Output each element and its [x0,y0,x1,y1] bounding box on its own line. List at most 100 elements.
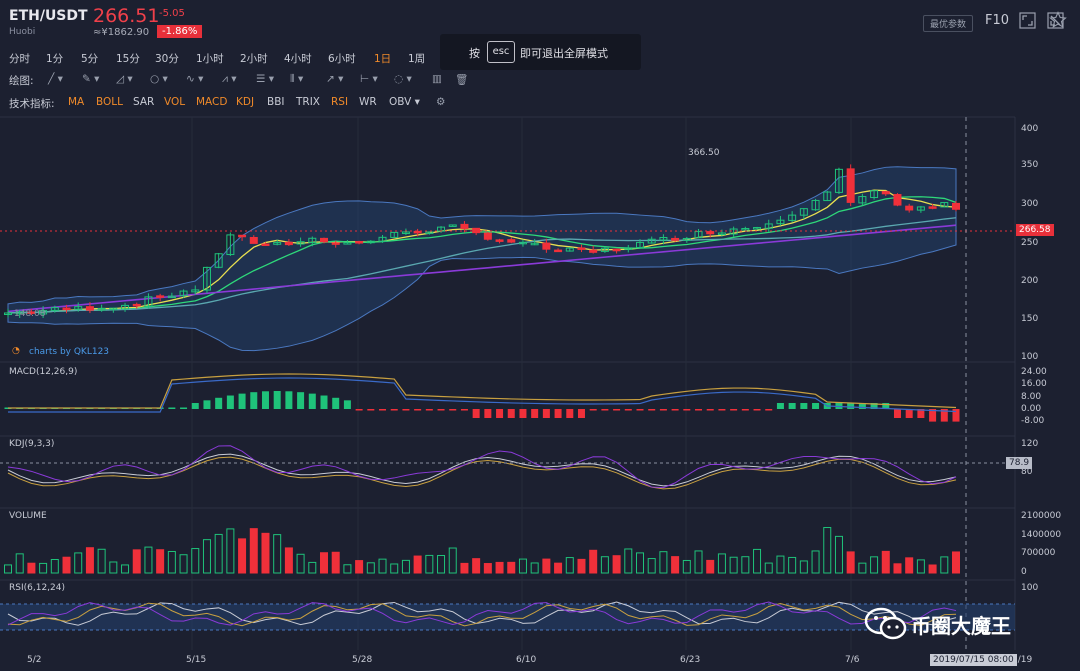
indicator-bbi[interactable]: BBI [267,96,285,108]
volume-axis-label: 0 [1021,567,1027,577]
indicator-kdj[interactable]: KDJ [236,96,255,108]
esc-key: esc [487,41,515,63]
ma5-line [7,189,957,314]
timeframe-0[interactable]: 分时 [9,53,30,65]
indicator-rsi[interactable]: RSI [331,96,349,108]
price-cny: ≈¥1862.90 [93,27,150,38]
volume-bar [343,564,352,574]
volume-bar [156,549,165,574]
kdj-axis-label: 120 [1021,439,1039,449]
candle-body [50,307,59,311]
candle-body [121,304,130,310]
symbol-title[interactable]: ETH/USDT [9,8,88,24]
price-axis-label: 250 [1021,238,1039,248]
volume-bar [366,562,375,574]
x-axis-label: 5/28 [352,655,373,665]
pattern-tool-icon[interactable]: ⩘ ▾ [222,73,237,85]
pen-tool-icon[interactable]: ✎ ▾ [82,73,100,85]
timeframe-6[interactable]: 2小时 [240,53,268,65]
f10-button[interactable]: F10 [985,13,1010,28]
indicator-settings-icon[interactable]: ⚙ [436,96,446,108]
candle-body [659,236,668,241]
macd-bar [648,409,656,411]
candle-body [167,295,176,299]
drawing-label: 绘图: [9,75,34,87]
macd-label: MACD(12,26,9) [9,367,78,377]
indicator-boll[interactable]: BOLL [96,96,123,108]
macd-bar [250,392,258,409]
timeframe-5[interactable]: 1小时 [196,53,224,65]
indicator-sar[interactable]: SAR [133,96,155,108]
indicator-trix[interactable]: TRIX [296,96,320,108]
candle-body [554,249,563,253]
macd-bar [168,407,176,409]
fib-tool-icon[interactable]: ☰ ▾ [256,73,275,85]
trash-icon[interactable]: 🗑 [455,74,469,86]
timeframe-3[interactable]: 15分 [116,53,140,65]
volume-bar [97,548,106,574]
timeframe-10[interactable]: 1周 [408,53,426,65]
circle-tool-icon[interactable]: ○ ▾ [150,73,168,85]
macd-bar [870,403,878,409]
macd-bar [460,409,468,411]
indicator-wr[interactable]: WR [359,96,377,108]
volume-bar [600,556,609,574]
volume-bar [191,548,200,574]
macd-bar [847,403,855,409]
volume-bar [261,532,270,574]
volume-bar [589,549,598,574]
indicator-vol[interactable]: VOL [164,96,186,108]
candle-body [811,199,820,211]
volume-bar [518,558,527,574]
macd-axis-label: -8.00 [1021,416,1045,426]
measure-tool-icon[interactable]: ⊢ ▾ [360,73,378,85]
arrow-tool-icon[interactable]: ↗ ▾ [326,73,344,85]
fullscreen-tooltip: 按 esc 即可退出全屏模式 [440,34,641,70]
timeframe-4[interactable]: 30分 [155,53,179,65]
candle-body [261,243,270,247]
best-params-button[interactable]: 最优参数 [923,15,974,32]
candle-body [156,295,165,298]
volume-bar [74,552,83,574]
gann-tool-icon[interactable]: ⦀ ▾ [290,73,304,85]
volume-bar [577,558,586,574]
timeframe-7[interactable]: 4小时 [284,53,312,65]
volume-bar [308,561,317,574]
volume-bar [4,564,12,574]
fullscreen-icon[interactable] [1019,12,1036,33]
volume-bar [659,551,668,574]
x-axis-label: 7/19 [1012,655,1033,665]
volume-bar [834,535,843,574]
volume-bar [144,546,153,574]
ma30-line [7,217,957,314]
volume-bar [870,556,879,574]
indicator-bar: 技术指标: MA BOLL SAR VOL MACD KDJ BBI TRIX RSI WR OBV… [0,92,1080,114]
macd-bar [343,400,351,409]
macd-bar [683,409,691,411]
timeframe-8[interactable]: 6小时 [328,53,356,65]
macd-bar [285,391,293,409]
volume-bar [753,548,762,574]
indicator-ma[interactable]: MA [68,96,85,108]
timeframe-2[interactable]: 5分 [81,53,99,65]
candle-body [132,303,141,307]
volume-bar [62,556,71,574]
indicator-obv[interactable]: OBV ▾ [389,96,420,108]
indicator-macd[interactable]: MACD [196,96,228,108]
comment-tool-icon[interactable]: ◌ ▾ [394,73,412,85]
timeframe-1[interactable]: 1分 [46,53,64,65]
volume-bar [893,563,902,574]
star-icon[interactable] [1048,11,1067,33]
indicator-label: 技术指标: [9,98,55,110]
line-tool-icon[interactable]: ╱ ▾ [48,73,63,85]
volume-bar [378,558,387,574]
triangle-tool-icon[interactable]: ◿ ▾ [116,73,133,85]
wave-tool-icon[interactable]: ∿ ▾ [186,73,204,85]
volume-label: VOLUME [9,511,47,521]
bar-tool-icon[interactable]: ▥ [432,73,442,85]
timeframe-9[interactable]: 1日 [374,53,392,65]
drawing-toolbar: 绘图: ╱ ▾ ✎ ▾ ◿ ▾ ○ ▾ ∿ ▾ ⩘ ▾ ☰ ▾ ⦀ ▾ ↗ ▾ ⊢ ▾ ◌ ▾ ▥ 🗑 [0,69,1080,91]
price-axis-label: 300 [1021,199,1039,209]
macd-bar [554,409,562,418]
